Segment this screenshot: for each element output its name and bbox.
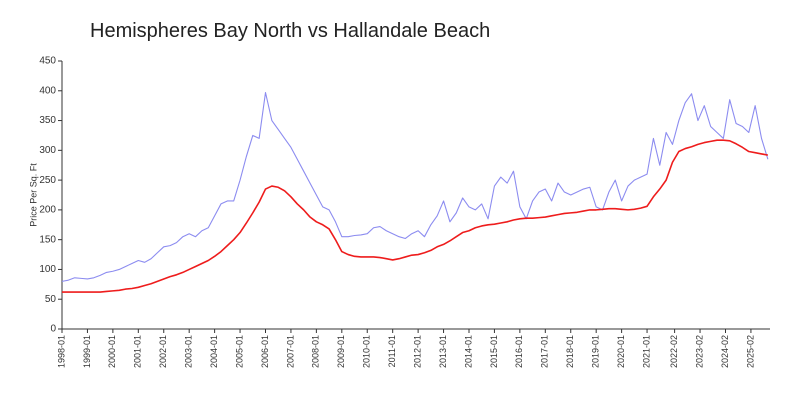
x-tick-label: 2025-02: [745, 335, 755, 368]
x-tick-label: 2000-01: [107, 335, 117, 368]
x-tick-label: 2023-02: [694, 335, 704, 368]
x-tick-label: 2007-01: [285, 335, 295, 368]
x-tick-label: 2001-01: [133, 335, 143, 368]
series-line: [61, 92, 769, 282]
x-tick-label: 2004-01: [209, 335, 219, 368]
y-tick-label: 300: [39, 145, 56, 156]
x-tick-label: 2008-01: [311, 335, 321, 368]
x-tick-label: 1999-01: [82, 335, 92, 368]
x-tick-label: 2021-01: [641, 335, 651, 368]
series-line: [62, 139, 769, 293]
x-tick-label: 2011-01: [387, 335, 397, 367]
y-tick-label: 250: [39, 175, 56, 186]
x-tick-label: 2018-01: [565, 335, 575, 368]
x-tick-label: 2017-01: [540, 335, 550, 368]
x-tick-label: 2006-01: [260, 335, 270, 368]
x-tick-label: 2020-01: [616, 335, 626, 368]
x-tick-label: 2002-01: [158, 335, 168, 368]
x-tick-label: 2005-01: [234, 335, 244, 368]
y-tick-label: 400: [39, 85, 56, 96]
x-tick-label: 2016-01: [514, 335, 524, 368]
x-tick-label: 2012-01: [412, 335, 422, 368]
x-tick-label: 2019-01: [591, 335, 601, 368]
x-tick-label: 2022-02: [669, 335, 679, 368]
chart-title: Hemispheres Bay North vs Hallandale Beac…: [90, 20, 490, 42]
x-tick-label: 2014-01: [463, 335, 473, 368]
y-tick-label: 50: [45, 294, 57, 305]
y-tick-label: 0: [50, 324, 56, 335]
y-axis-label: Price Per Sq. Ft: [28, 163, 38, 227]
y-tick-label: 350: [39, 115, 56, 126]
y-tick-label: 150: [39, 234, 56, 245]
x-tick-label: 2010-01: [362, 335, 372, 368]
x-tick-label: 2013-01: [438, 335, 448, 368]
y-tick-label: 450: [39, 56, 56, 67]
x-tick-label: 2003-01: [184, 335, 194, 368]
x-tick-label: 1998-01: [56, 335, 66, 368]
y-tick-label: 200: [39, 205, 56, 216]
x-tick-label: 2015-01: [489, 335, 499, 368]
y-tick-label: 100: [39, 264, 56, 275]
x-tick-label: 2024-02: [720, 335, 730, 368]
x-tick-label: 2009-01: [336, 335, 346, 368]
